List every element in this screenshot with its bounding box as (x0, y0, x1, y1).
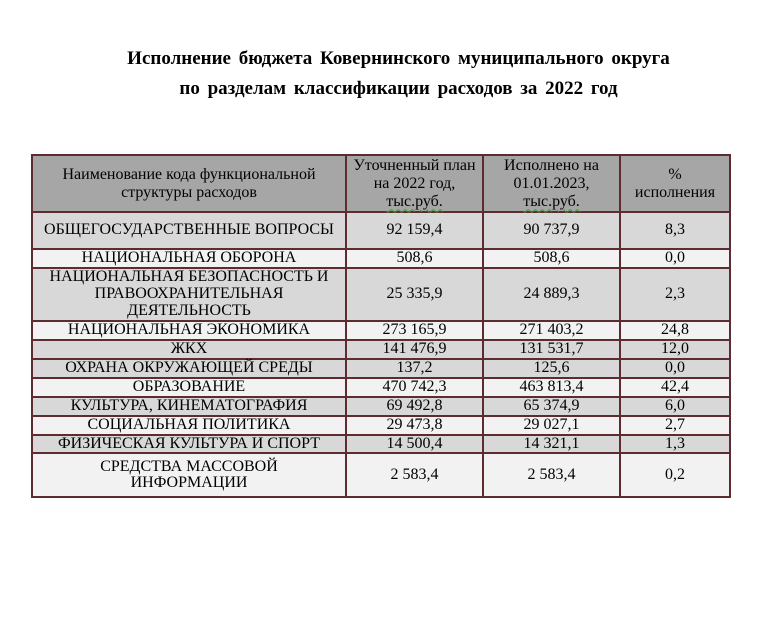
cell-name: СРЕДСТВА МАССОВОЙ ИНФОРМАЦИИ (31, 452, 347, 499)
cell-executed: 131 531,7 (482, 338, 621, 360)
cell-plan: 69 492,8 (345, 395, 484, 417)
table-header-row: Наименование кода функциональной структу… (31, 154, 731, 213)
title-line-1: Исполнение бюджета Ковернинского муницип… (127, 48, 670, 69)
title-line-2: по разделам классификации расходов за 20… (179, 78, 618, 99)
table-row: ОБРАЗОВАНИЕ 470 742,3 463 813,4 42,4 (31, 376, 731, 398)
header-cell-plan: Уточненный план на 2022 год, тыс.руб. (345, 154, 484, 213)
cell-executed: 2 583,4 (482, 452, 621, 499)
cell-executed: 90 737,9 (482, 211, 621, 250)
cell-name: ОХРАНА ОКРУЖАЮЩЕЙ СРЕДЫ (31, 357, 347, 379)
cell-percent: 12,0 (619, 338, 731, 360)
table-row: НАЦИОНАЛЬНАЯ БЕЗОПАСНОСТЬ И ПРАВООХРАНИТ… (31, 266, 731, 322)
cell-plan: 141 476,9 (345, 338, 484, 360)
header-cell-executed: Исполнено на 01.01.2023, тыс.руб. (482, 154, 621, 213)
cell-name: КУЛЬТУРА, КИНЕМАТОГРАФИЯ (31, 395, 347, 417)
cell-plan: 25 335,9 (345, 266, 484, 322)
header-line-unit: тыс.руб. (386, 192, 443, 210)
cell-name: ФИЗИЧЕСКАЯ КУЛЬТУРА И СПОРТ (31, 433, 347, 455)
cell-plan: 2 583,4 (345, 452, 484, 499)
cell-percent: 0,2 (619, 452, 731, 499)
cell-name: ОБЩЕГОСУДАРСТВЕННЫЕ ВОПРОСЫ (31, 211, 347, 250)
cell-executed: 65 374,9 (482, 395, 621, 417)
header-line: % (668, 165, 682, 183)
cell-percent: 0,0 (619, 248, 731, 269)
cell-plan: 508,6 (345, 248, 484, 269)
table-row: СРЕДСТВА МАССОВОЙ ИНФОРМАЦИИ 2 583,4 2 5… (31, 452, 731, 499)
table-row: ОБЩЕГОСУДАРСТВЕННЫЕ ВОПРОСЫ 92 159,4 90 … (31, 211, 731, 250)
header-line: Исполнено на (504, 156, 599, 174)
cell-plan: 137,2 (345, 357, 484, 379)
cell-plan: 14 500,4 (345, 433, 484, 455)
cell-percent: 2,7 (619, 414, 731, 436)
cell-percent: 2,3 (619, 266, 731, 322)
cell-name: НАЦИОНАЛЬНАЯ ОБОРОНА (31, 248, 347, 269)
table-row: КУЛЬТУРА, КИНЕМАТОГРАФИЯ 69 492,8 65 374… (31, 395, 731, 417)
cell-plan: 92 159,4 (345, 211, 484, 250)
cell-percent: 24,8 (619, 319, 731, 341)
header-line: на 2022 год, (373, 174, 456, 192)
cell-name: ЖКХ (31, 338, 347, 360)
cell-percent: 8,3 (619, 211, 731, 250)
cell-name: ОБРАЗОВАНИЕ (31, 376, 347, 398)
header-cell-name: Наименование кода функциональной структу… (31, 154, 347, 213)
cell-percent: 1,3 (619, 433, 731, 455)
page-title: Исполнение бюджета Ковернинского муницип… (0, 44, 761, 104)
cell-plan: 29 473,8 (345, 414, 484, 436)
header-cell-percent: % исполнения (619, 154, 731, 213)
cell-name: НАЦИОНАЛЬНАЯ БЕЗОПАСНОСТЬ И ПРАВООХРАНИТ… (31, 266, 347, 322)
cell-percent: 42,4 (619, 376, 731, 398)
cell-executed: 24 889,3 (482, 266, 621, 322)
cell-executed: 14 321,1 (482, 433, 621, 455)
cell-executed: 125,6 (482, 357, 621, 379)
cell-name: СОЦИАЛЬНАЯ ПОЛИТИКА (31, 414, 347, 436)
cell-percent: 6,0 (619, 395, 731, 417)
cell-executed: 508,6 (482, 248, 621, 269)
table-row: ОХРАНА ОКРУЖАЮЩЕЙ СРЕДЫ 137,2 125,6 0,0 (31, 357, 731, 379)
table-row: НАЦИОНАЛЬНАЯ ОБОРОНА 508,6 508,6 0,0 (31, 248, 731, 269)
cell-executed: 271 403,2 (482, 319, 621, 341)
cell-name: НАЦИОНАЛЬНАЯ ЭКОНОМИКА (31, 319, 347, 341)
header-line-unit: тыс.руб. (523, 192, 580, 210)
cell-plan: 470 742,3 (345, 376, 484, 398)
header-line: 01.01.2023, (513, 174, 590, 192)
budget-table: Наименование кода функциональной структу… (31, 154, 731, 499)
cell-executed: 463 813,4 (482, 376, 621, 398)
cell-percent: 0,0 (619, 357, 731, 379)
table-row: ЖКХ 141 476,9 131 531,7 12,0 (31, 338, 731, 360)
header-line: Уточненный план (353, 156, 476, 174)
cell-plan: 273 165,9 (345, 319, 484, 341)
table-row: ФИЗИЧЕСКАЯ КУЛЬТУРА И СПОРТ 14 500,4 14 … (31, 433, 731, 455)
header-line: исполнения (634, 183, 716, 201)
cell-executed: 29 027,1 (482, 414, 621, 436)
table-row: НАЦИОНАЛЬНАЯ ЭКОНОМИКА 273 165,9 271 403… (31, 319, 731, 341)
table-row: СОЦИАЛЬНАЯ ПОЛИТИКА 29 473,8 29 027,1 2,… (31, 414, 731, 436)
